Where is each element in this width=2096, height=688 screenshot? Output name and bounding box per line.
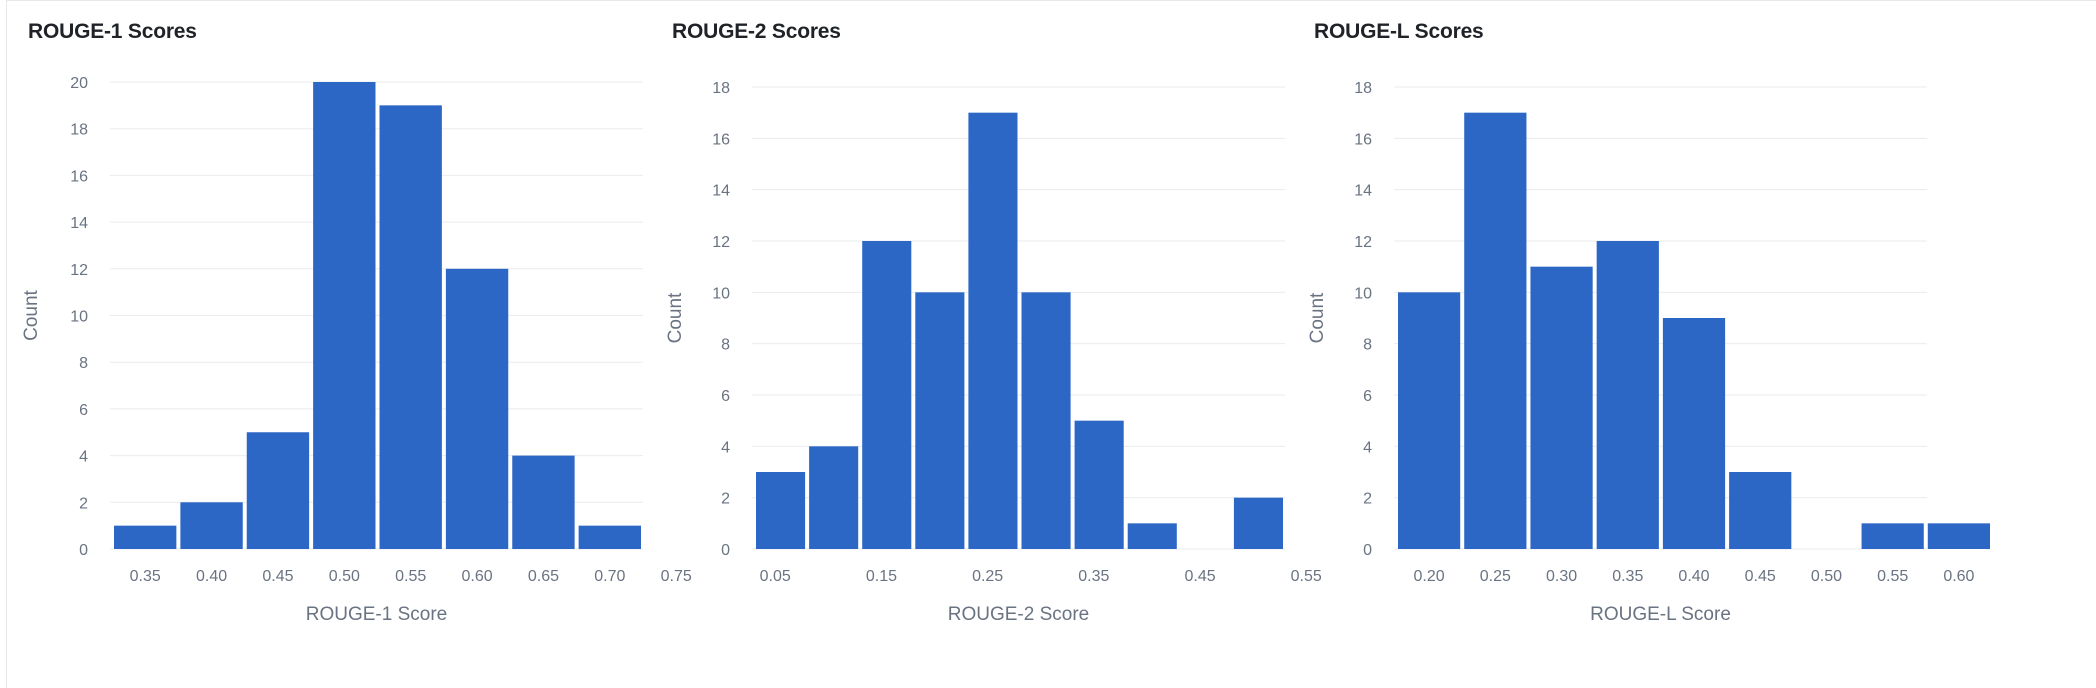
x-tick-label: 0.15: [866, 568, 897, 585]
chart-title: ROUGE-1 Scores: [28, 20, 197, 43]
y-tick-label: 8: [721, 337, 730, 354]
x-tick-label: 0.25: [972, 568, 1003, 585]
histogram-bar: [1530, 266, 1593, 549]
y-axis-label: Count: [21, 289, 42, 340]
y-tick-label: 14: [1354, 183, 1372, 200]
histogram-bar: [756, 472, 806, 549]
histogram-bar: [379, 105, 442, 549]
x-tick-label: 0.55: [1291, 568, 1322, 585]
y-tick-label: 4: [79, 449, 88, 466]
x-tick-label: 0.60: [1943, 568, 1974, 585]
histogram-bar: [1596, 241, 1659, 549]
x-tick-label: 0.50: [329, 568, 360, 585]
histogram-bar: [1127, 523, 1177, 549]
x-axis-label: ROUGE-L Score: [1590, 604, 1731, 625]
x-tick-label: 0.05: [760, 568, 791, 585]
x-tick-label: 0.35: [1078, 568, 1109, 585]
dashboard-panel: [6, 0, 2096, 688]
x-tick-label: 0.35: [130, 568, 161, 585]
histogram-bar: [1861, 523, 1924, 549]
histogram-bar: [1662, 318, 1726, 549]
x-tick-label: 0.60: [461, 568, 492, 585]
histogram-bar: [313, 82, 376, 549]
y-tick-label: 10: [712, 285, 730, 302]
chart-title: ROUGE-2 Scores: [672, 20, 841, 43]
histogram-bar: [1464, 112, 1527, 550]
histogram-bar: [1398, 292, 1461, 549]
x-axis-label: ROUGE-2 Score: [948, 604, 1089, 625]
x-tick-label: 0.30: [1546, 568, 1577, 585]
rouge-1-chart: ROUGE-1 Scores 0 2 4 6 8 10 12 14 16 18 20 0.35 0.40…: [0, 0, 692, 688]
gridlines: [752, 86, 1285, 550]
x-tick-label: 0.50: [1811, 568, 1842, 585]
y-tick-label: 16: [1354, 131, 1372, 148]
y-tick-label: 4: [721, 439, 730, 456]
y-tick-label: 10: [1354, 285, 1372, 302]
histogram-bar: [246, 432, 310, 549]
y-tick-label: 2: [721, 491, 730, 508]
y-tick-label: 6: [1363, 388, 1372, 405]
x-tick-label: 0.55: [395, 568, 426, 585]
y-tick-label: 2: [79, 495, 88, 512]
y-tick-label: 12: [712, 234, 730, 251]
rouge-2-chart: ROUGE-2 Scores 0 2 4 6 8 10 12 14 16 18 0.05 0.15 0.…: [642, 0, 1322, 688]
histogram-bar: [809, 446, 859, 549]
x-tick-label: 0.45: [1745, 568, 1776, 585]
y-tick-label: 20: [70, 75, 88, 92]
histogram-bar: [862, 241, 912, 549]
y-axis-label: Count: [1307, 292, 1328, 343]
y-tick-label: 16: [712, 131, 730, 148]
rouge-l-histogram: 0 2 4 6 8 10 12 14 16 18 0.20 0.25 0.30 0.35 0.40 0.45 0…: [1307, 80, 1990, 625]
histogram-bar: [578, 525, 641, 549]
y-tick-label: 12: [70, 262, 88, 279]
x-tick-label: 0.40: [1678, 568, 1709, 585]
x-tick-label: 0.45: [1184, 568, 1215, 585]
y-tick-label: 10: [70, 309, 88, 326]
chart-title: ROUGE-L Scores: [1314, 20, 1484, 43]
y-tick-label: 0: [79, 542, 88, 559]
histogram-bar: [180, 502, 243, 549]
y-tick-label: 18: [70, 122, 88, 139]
histogram-bar: [915, 292, 965, 549]
histogram-bar: [1927, 523, 1990, 549]
histogram-bar: [968, 112, 1018, 550]
y-tick-label: 0: [1363, 542, 1372, 559]
histogram-bar: [1021, 292, 1071, 549]
y-tick-label: 12: [1354, 234, 1372, 251]
y-tick-label: 0: [721, 542, 730, 559]
rouge-1-histogram: 0 2 4 6 8 10 12 14 16 18 20 0.35 0.40 0.45 0.50 0.55 0.6…: [21, 75, 692, 625]
y-tick-label: 14: [712, 183, 730, 200]
x-tick-label: 0.25: [1480, 568, 1511, 585]
histogram-bar: [445, 268, 509, 549]
y-tick-label: 6: [79, 402, 88, 419]
x-tick-label: 0.45: [262, 568, 293, 585]
x-tick-label: 0.70: [594, 568, 625, 585]
y-tick-label: 8: [79, 355, 88, 372]
rouge-2-histogram: 0 2 4 6 8 10 12 14 16 18 0.05 0.15 0.25 0.35 0.45 0.55 R…: [665, 80, 1322, 625]
y-tick-label: 18: [1354, 80, 1372, 97]
histogram-bar: [1233, 497, 1283, 549]
histogram-bar: [512, 455, 575, 549]
rouge-l-chart: ROUGE-L Scores 0 2 4 6 8 10 12 14 16 18 0.20 0.25 0.…: [1284, 0, 2004, 688]
x-tick-label: 0.75: [661, 568, 692, 585]
x-tick-label: 0.65: [528, 568, 559, 585]
y-tick-label: 16: [70, 168, 88, 185]
histogram-bar: [1074, 420, 1124, 549]
y-tick-label: 2: [1363, 491, 1372, 508]
x-tick-label: 0.40: [196, 568, 227, 585]
y-tick-label: 6: [721, 388, 730, 405]
histogram-bar: [1729, 472, 1792, 549]
x-tick-label: 0.55: [1877, 568, 1908, 585]
histogram-bar: [114, 525, 177, 549]
y-tick-label: 4: [1363, 439, 1372, 456]
y-axis-label: Count: [665, 292, 686, 343]
x-tick-label: 0.20: [1414, 568, 1445, 585]
y-tick-label: 8: [1363, 337, 1372, 354]
y-tick-label: 18: [712, 80, 730, 97]
x-tick-label: 0.35: [1612, 568, 1643, 585]
x-axis-label: ROUGE-1 Score: [306, 604, 447, 625]
y-tick-label: 14: [70, 215, 88, 232]
